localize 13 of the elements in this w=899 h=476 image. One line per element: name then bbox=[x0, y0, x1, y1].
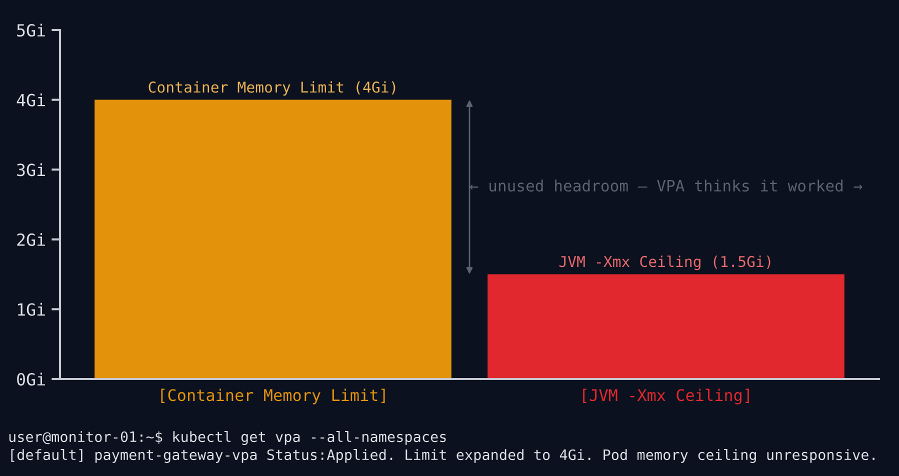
data-label: Container Memory Limit (4Gi) bbox=[148, 81, 396, 96]
y-tick-label: 4Gi bbox=[16, 94, 45, 106]
data-label: JVM -Xmx Ceiling (1.5Gi) bbox=[559, 256, 770, 270]
y-tick-label: 2Gi bbox=[17, 233, 45, 246]
y-tick-label: 3Gi bbox=[17, 163, 45, 176]
y-tick-label: 0Gi bbox=[17, 372, 45, 386]
text: [default] payment-gateway-vpa Status:Applied. Limit expanded to 4Gi. Pod memory ceiling unresponsive. bbox=[11, 448, 874, 464]
annotation: ← unused headroom — VPA thinks it worked → bbox=[470, 180, 862, 192]
x-tick-label: [JVM -Xmx Ceiling] bbox=[583, 388, 749, 404]
y-tick-label: 1Gi bbox=[18, 302, 45, 316]
text: user@monitor-01:~$ kubectl get vpa --all-namespaces bbox=[9, 430, 446, 446]
x-tick-label: [Container Memory Limit] bbox=[161, 388, 385, 404]
y-tick-label: 5Gi bbox=[17, 24, 45, 37]
